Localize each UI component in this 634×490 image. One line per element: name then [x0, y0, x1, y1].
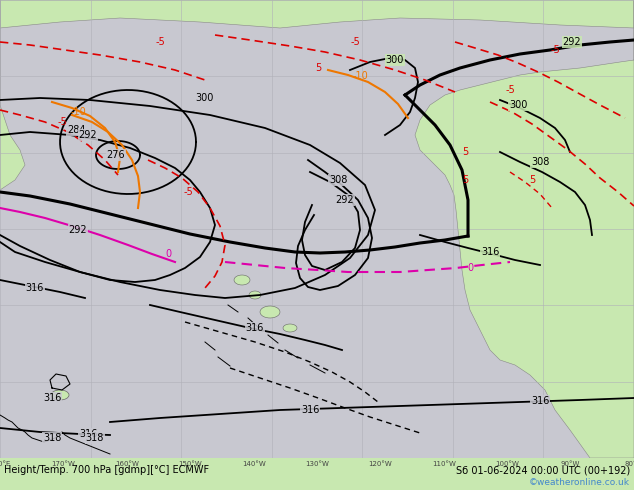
- Text: -5: -5: [350, 37, 360, 47]
- Text: 292: 292: [563, 37, 581, 47]
- Text: 5: 5: [462, 175, 468, 185]
- Text: 308: 308: [531, 157, 549, 167]
- Text: Sб 01-06-2024 00:00 UTC (00+192): Sб 01-06-2024 00:00 UTC (00+192): [456, 465, 630, 475]
- Text: 100°W: 100°W: [495, 461, 519, 467]
- Text: 316: 316: [246, 323, 264, 333]
- Text: 5: 5: [529, 175, 535, 185]
- Text: 318: 318: [86, 433, 104, 443]
- Text: 292: 292: [68, 225, 87, 235]
- Text: Height/Temp. 700 hPa [gdmp][°C] ECMWF: Height/Temp. 700 hPa [gdmp][°C] ECMWF: [4, 465, 209, 475]
- Text: -5: -5: [505, 85, 515, 95]
- Text: 110°W: 110°W: [432, 461, 456, 467]
- Text: 0: 0: [165, 249, 171, 259]
- Text: 308: 308: [329, 175, 347, 185]
- Text: 316: 316: [26, 283, 44, 293]
- Text: 5: 5: [462, 147, 468, 157]
- Text: ©weatheronline.co.uk: ©weatheronline.co.uk: [529, 477, 630, 487]
- Text: 180°E: 180°E: [0, 461, 11, 467]
- Polygon shape: [283, 324, 297, 332]
- Text: -10: -10: [70, 107, 86, 117]
- Polygon shape: [249, 291, 261, 299]
- Text: 150°W: 150°W: [178, 461, 202, 467]
- Text: 284: 284: [67, 125, 85, 135]
- Text: 316: 316: [43, 393, 61, 403]
- Text: 300: 300: [386, 55, 404, 65]
- Text: 80°W: 80°W: [624, 461, 634, 467]
- Polygon shape: [0, 0, 634, 28]
- Text: 0: 0: [467, 263, 473, 273]
- Text: -5: -5: [550, 45, 560, 55]
- Text: -10: -10: [352, 71, 368, 81]
- Text: -5: -5: [183, 187, 193, 197]
- Text: 170°W: 170°W: [51, 461, 75, 467]
- Text: -5: -5: [155, 37, 165, 47]
- Text: 292: 292: [335, 195, 354, 205]
- Text: -5: -5: [57, 117, 67, 127]
- Text: 292: 292: [79, 130, 97, 140]
- Text: 90°W: 90°W: [561, 461, 580, 467]
- Text: 318: 318: [43, 433, 61, 443]
- Bar: [0, 458, 634, 490]
- Text: 300: 300: [509, 100, 527, 110]
- Text: 160°W: 160°W: [115, 461, 139, 467]
- Polygon shape: [415, 0, 634, 458]
- Text: 140°W: 140°W: [242, 461, 266, 467]
- Text: 5: 5: [315, 63, 321, 73]
- Text: 316: 316: [79, 429, 97, 439]
- Text: 316: 316: [531, 396, 549, 406]
- Text: 130°W: 130°W: [305, 461, 329, 467]
- Text: 316: 316: [301, 405, 319, 415]
- Polygon shape: [0, 0, 25, 190]
- Text: 316: 316: [481, 247, 499, 257]
- Text: 120°W: 120°W: [368, 461, 392, 467]
- Text: 300: 300: [196, 93, 214, 103]
- Polygon shape: [260, 306, 280, 318]
- Ellipse shape: [51, 390, 69, 400]
- Polygon shape: [234, 275, 250, 285]
- Text: 276: 276: [107, 150, 126, 160]
